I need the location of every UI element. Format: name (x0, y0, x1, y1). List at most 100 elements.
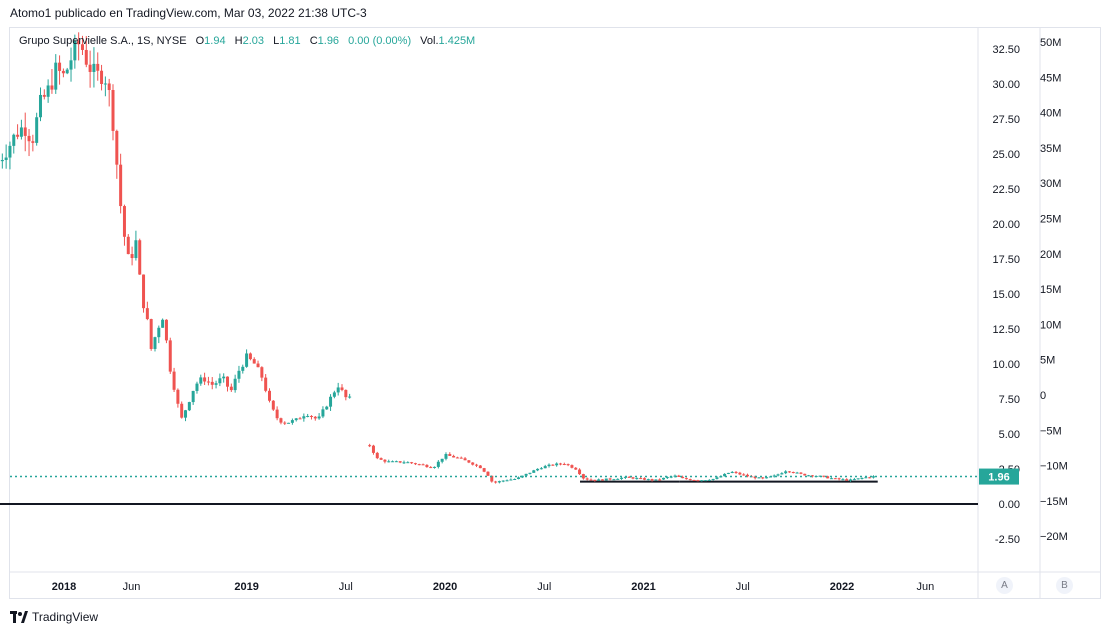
candle-body-82 (309, 415, 313, 417)
volume-tick-7: 15M (1040, 284, 1061, 296)
candle-body-214 (829, 478, 833, 480)
candle-body-115 (452, 455, 456, 458)
candle-body-16 (58, 62, 62, 71)
candle-body-191 (742, 474, 746, 476)
candle-body-170 (662, 477, 666, 480)
candle-body-30 (111, 90, 115, 131)
candle-body-93 (368, 445, 372, 447)
candle-body-206 (799, 472, 803, 474)
auto-scale-button[interactable]: A (996, 577, 1013, 594)
candle-body-159 (620, 477, 624, 479)
candle-body-188 (730, 471, 734, 473)
volume-tick-9: 5M (1040, 355, 1055, 367)
candle-body-47 (176, 389, 180, 404)
candle-body-105 (413, 463, 417, 465)
candle-body-74 (279, 418, 283, 423)
candle-body-223 (864, 477, 868, 479)
volume-tick-11: −5M (1040, 425, 1062, 437)
candle-body-169 (658, 479, 662, 481)
candle-body-33 (122, 206, 126, 237)
candle-body-104 (410, 462, 414, 464)
publish-title: Atomo1 publicado en TradingView.com, Mar… (10, 6, 367, 20)
legend-close: 1.96 (317, 35, 340, 47)
candle-body-167 (650, 479, 654, 481)
volume-tick-14: −20M (1040, 531, 1068, 543)
candle-body-143 (558, 463, 562, 465)
candle-body-44 (164, 319, 168, 341)
candle-body-175 (681, 476, 685, 479)
candle-body-19 (69, 60, 73, 70)
candle-body-189 (734, 471, 738, 473)
candle-body-77 (290, 420, 294, 423)
volume-tick-10: 0 (1040, 390, 1046, 402)
candle-body-213 (826, 476, 830, 479)
candle-body-176 (684, 478, 688, 480)
candle-body-127 (497, 481, 501, 483)
candle-body-196 (761, 477, 765, 479)
volume-tick-13: −15M (1040, 496, 1068, 508)
candle-body-21 (77, 40, 81, 45)
candle-body-95 (375, 452, 379, 459)
scale-b-button[interactable]: B (1056, 577, 1073, 594)
candle-body-132 (516, 477, 520, 480)
candle-body-11 (38, 94, 42, 118)
candle-body-156 (608, 478, 612, 480)
candle-body-171 (665, 477, 669, 479)
candle-body-85 (321, 409, 325, 417)
time-tick-2: 2019 (234, 581, 258, 593)
candle-body-100 (394, 461, 398, 463)
candle-body-153 (597, 479, 601, 481)
candle-body-201 (780, 473, 784, 475)
candle-body-73 (275, 409, 279, 419)
footer-brand[interactable]: TradingView (10, 610, 98, 624)
candle-body-111 (436, 461, 440, 467)
price-tick-2: 27.50 (992, 114, 1020, 126)
candle-body-84 (317, 416, 321, 419)
candle-body-186 (723, 473, 727, 477)
candle-body-144 (562, 463, 566, 465)
candle-body-205 (795, 472, 799, 474)
candle-body-15 (54, 62, 58, 90)
candle-body-203 (787, 471, 791, 473)
candle-body-216 (837, 478, 841, 480)
candle-body-148 (578, 469, 582, 475)
price-tick-5: 20.00 (992, 219, 1020, 231)
candle-body-81 (306, 415, 310, 417)
candle-body-9 (31, 141, 35, 143)
candle-body-135 (528, 472, 532, 474)
candle-body-88 (332, 392, 336, 397)
candle-body-20 (73, 40, 77, 61)
candle-body-83 (313, 416, 317, 419)
candle-body-161 (627, 476, 631, 478)
candle-body-133 (520, 475, 524, 478)
candle-body-45 (168, 340, 172, 372)
candle-body-17 (61, 70, 65, 74)
candle-body-49 (184, 410, 188, 418)
price-tick-10: 7.50 (999, 394, 1020, 406)
candle-body-91 (344, 389, 348, 398)
candle-body-218 (845, 479, 849, 481)
candle-body-114 (448, 454, 452, 456)
legend-vol: 1.425M (438, 35, 476, 47)
candle-body-137 (536, 468, 540, 471)
candle-body-3 (8, 145, 12, 158)
candle-body-10 (35, 117, 39, 143)
candle-body-164 (639, 478, 643, 480)
candle-body-145 (566, 464, 570, 466)
last-price-label: 1.96 (988, 472, 1009, 484)
volume-tick-12: −10M (1040, 461, 1068, 473)
price-tick-3: 25.00 (992, 149, 1020, 161)
legend-high: 2.03 (242, 35, 265, 47)
candle-body-6 (19, 127, 23, 137)
price-tick-9: 10.00 (992, 359, 1020, 371)
candle-body-152 (593, 479, 597, 481)
candle-body-108 (425, 464, 429, 468)
candle-body-142 (555, 463, 559, 466)
candle-body-24 (88, 64, 92, 72)
candle-body-76 (287, 422, 291, 424)
candle-body-4 (12, 134, 16, 146)
candle-body-64 (241, 366, 245, 371)
candle-body-32 (119, 164, 123, 207)
candle-body-13 (46, 85, 50, 97)
